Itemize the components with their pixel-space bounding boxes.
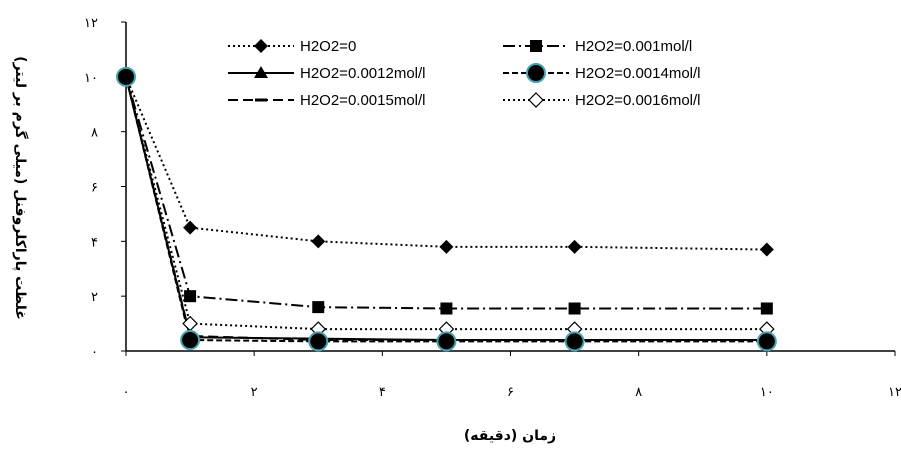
legend-label: H2O2=0.0012mol/l bbox=[300, 65, 426, 82]
data-point bbox=[439, 239, 454, 254]
series-markers bbox=[116, 66, 777, 352]
data-point bbox=[436, 331, 457, 352]
data-point bbox=[312, 301, 325, 314]
y-tick-label: ۴ bbox=[91, 235, 98, 250]
x-tick-label: ۸ bbox=[635, 385, 642, 400]
y-tick-labels: ۰ ۲ ۴ ۶ ۸ ۱۰ ۱۲ bbox=[84, 16, 98, 360]
legend-label: H2O2=0.001mol/l bbox=[575, 38, 692, 55]
legend-label: H2O2=0.0015mol/l bbox=[300, 92, 426, 109]
x-axis-label: زمان (دقیقه) bbox=[464, 428, 556, 444]
legend: H2O2=0 H2O2=0.001mol/l H2O2=0.0012mol/l H2O… bbox=[228, 38, 701, 109]
series-line bbox=[125, 76, 767, 331]
data-point bbox=[756, 331, 777, 352]
y-tick-label: ۱۰ bbox=[84, 71, 98, 86]
x-tick-label: ۲ bbox=[251, 385, 258, 400]
y-tick-label: ۱۲ bbox=[84, 16, 98, 31]
x-tick-label: ۴ bbox=[379, 385, 386, 400]
legend-marker bbox=[254, 39, 268, 53]
y-axis-title: غلظت پاراکلروفنل (میلی گرم بر لیتر) bbox=[12, 56, 29, 320]
legend-label: H2O2=0.0014mol/l bbox=[575, 65, 701, 82]
legend-marker bbox=[526, 63, 546, 83]
series-line bbox=[125, 76, 767, 342]
x-tick-label: ۶ bbox=[507, 385, 514, 400]
data-point bbox=[564, 331, 585, 352]
data-point bbox=[567, 239, 582, 254]
series-line bbox=[125, 76, 767, 251]
data-point bbox=[759, 242, 774, 257]
y-tick-label: ۶ bbox=[91, 181, 98, 196]
legend-label: H2O2=0 bbox=[300, 38, 356, 55]
x-tick-label: ۱۰ bbox=[760, 385, 774, 400]
data-point bbox=[568, 302, 581, 315]
legend-marker bbox=[254, 66, 268, 78]
x-tick-label: ۰ bbox=[123, 385, 130, 400]
data-point bbox=[440, 302, 453, 315]
data-point bbox=[180, 330, 201, 351]
series-line bbox=[125, 76, 767, 342]
series-line bbox=[125, 76, 767, 343]
data-point bbox=[760, 302, 773, 315]
data-point bbox=[184, 290, 197, 303]
y-tick-label: ۲ bbox=[91, 290, 98, 305]
data-point bbox=[311, 234, 326, 249]
data-point bbox=[308, 331, 329, 352]
legend-marker bbox=[528, 92, 544, 108]
data-point bbox=[183, 220, 198, 235]
x-tick-labels: ۰ ۲ ۴ ۶ ۸ ۱۰ ۱۲ bbox=[123, 385, 901, 400]
series-line bbox=[125, 76, 767, 310]
x-tick-label: ۱۲ bbox=[888, 385, 901, 400]
legend-marker bbox=[530, 40, 542, 52]
y-tick-label: ۸ bbox=[91, 126, 98, 141]
data-point bbox=[116, 66, 136, 87]
y-axis-label: غلظت پاراکلروفنل (میلی گرم بر لیتر) bbox=[12, 56, 29, 320]
legend-label: H2O2=0.0016mol/l bbox=[575, 92, 701, 109]
y-tick-label: ۰ bbox=[91, 345, 98, 360]
series-lines bbox=[125, 76, 767, 343]
